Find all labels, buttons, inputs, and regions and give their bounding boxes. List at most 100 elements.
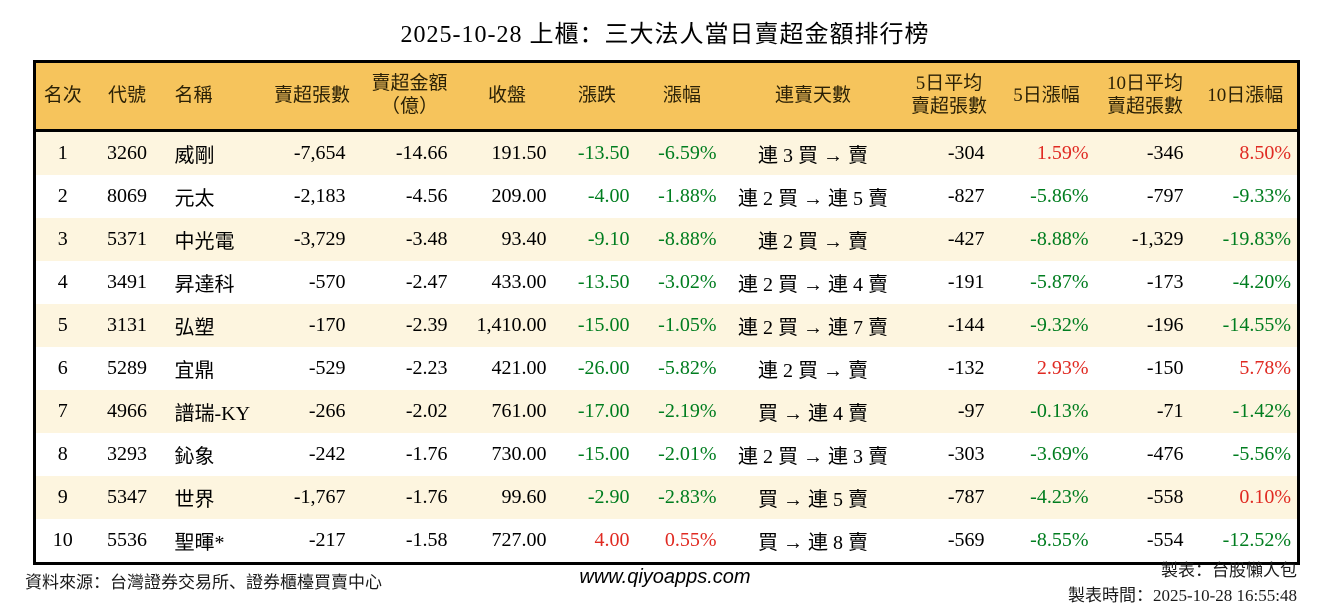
cell-code: 3293 (107, 443, 147, 465)
cell-avg5: -132 (947, 357, 985, 379)
cell-code: 3491 (107, 271, 147, 293)
cell-sell-amt: -2.02 (405, 400, 448, 422)
cell-change: -13.50 (577, 142, 630, 164)
cell-pct10: -4.20% (1232, 271, 1291, 293)
cell-rank: 6 (57, 357, 68, 379)
cell-avg5: -303 (947, 443, 985, 465)
cell-rank: 1 (57, 142, 68, 164)
page-title: 2025-10-28 上櫃：三大法人當日賣超金額排行榜 (400, 22, 930, 48)
cell-rank: 7 (57, 400, 68, 422)
cell-pct10: -9.33% (1232, 185, 1291, 207)
cell-change: 4.00 (594, 529, 630, 551)
table-row: 7 4966 譜瑞-KY -266 -2.02 761.00 -17.00 -2.19% 買 →… (34, 390, 1299, 433)
cell-close: 99.60 (501, 486, 547, 508)
cell-sell-amt: -2.39 (405, 314, 448, 336)
cell-name: 譜瑞-KY (174, 403, 251, 425)
cell-sell-amt: -1.76 (405, 443, 448, 465)
cell-change: -2.90 (587, 486, 630, 508)
header-row: 名次 代號 名稱 賣超張數 賣超金額 （億） 收盤 漲跌 漲幅 連賣天數 5日平均 賣超張數 5日漲… (34, 61, 1299, 132)
cell-avg5: -144 (947, 314, 985, 336)
cell-pct5: -3.69% (1030, 443, 1089, 465)
table-body: 1 3260 威剛 -7,654 -14.66 191.50 -13.50 -6.59% 連 3… (34, 130, 1299, 564)
cell-sell-vol: -3,729 (293, 228, 346, 250)
cell-streak: 連 2 買 → 連 3 賣 (738, 446, 888, 468)
column-header: 賣超張數 (264, 61, 360, 132)
cell-name: 弘塑 (174, 317, 215, 339)
cell-change-pct: 0.55% (664, 529, 717, 551)
table-row: 10 5536 聖暉* -217 -1.58 727.00 4.00 0.55% 買 → 連 8… (34, 519, 1299, 564)
cell-avg10: -71 (1156, 400, 1184, 422)
cell-rank: 3 (57, 228, 68, 250)
cell-pct10: -1.42% (1232, 400, 1291, 422)
cell-name: 鈊象 (174, 446, 215, 468)
website-link[interactable]: www.qiyoapps.com (579, 566, 751, 588)
cell-sell-amt: -2.47 (405, 271, 448, 293)
cell-change: -15.00 (577, 314, 630, 336)
cell-pct5: -5.86% (1030, 185, 1089, 207)
cell-close: 727.00 (491, 529, 547, 551)
cell-streak: 連 2 買 → 賣 (758, 360, 868, 382)
column-header: 名次 (34, 61, 90, 132)
cell-close: 421.00 (491, 357, 547, 379)
cell-name: 元太 (174, 188, 215, 210)
cell-code: 5347 (107, 486, 147, 508)
table-row: 4 3491 昇達科 -570 -2.47 433.00 -13.50 -3.02% 連 2 買… (34, 261, 1299, 304)
data-source-note: 資料來源：台灣證券交易所、證券櫃檯買賣中心 (25, 573, 382, 592)
cell-avg5: -827 (947, 185, 985, 207)
cell-sell-amt: -2.23 (405, 357, 448, 379)
cell-rank: 2 (57, 185, 68, 207)
cell-rank: 9 (57, 486, 68, 508)
cell-avg5: -97 (957, 400, 985, 422)
cell-avg10: -173 (1146, 271, 1184, 293)
cell-change-pct: -3.02% (658, 271, 717, 293)
column-header: 漲跌 (554, 61, 640, 132)
table-row: 8 3293 鈊象 -242 -1.76 730.00 -15.00 -2.01% 連 2 買 … (34, 433, 1299, 476)
cell-avg5: -569 (947, 529, 985, 551)
cell-avg5: -191 (947, 271, 985, 293)
cell-pct10: 0.10% (1239, 486, 1291, 508)
cell-streak: 連 2 買 → 賣 (758, 231, 868, 253)
cell-code: 5289 (107, 357, 147, 379)
cell-pct5: -5.87% (1030, 271, 1089, 293)
cell-change-pct: -8.88% (658, 228, 717, 250)
cell-avg5: -427 (947, 228, 985, 250)
table-row: 1 3260 威剛 -7,654 -14.66 191.50 -13.50 -6.59% 連 3… (34, 130, 1299, 175)
cell-close: 209.00 (491, 185, 547, 207)
cell-change: -9.10 (587, 228, 630, 250)
cell-streak: 買 → 連 8 賣 (758, 532, 868, 554)
cell-sell-vol: -242 (308, 443, 346, 465)
cell-name: 聖暉* (174, 532, 225, 554)
cell-change: -17.00 (577, 400, 630, 422)
cell-pct10: -5.56% (1232, 443, 1291, 465)
cell-change-pct: -2.83% (658, 486, 717, 508)
cell-avg10: -196 (1146, 314, 1184, 336)
maker-label: 製表：台股懶人包 (1161, 561, 1297, 580)
cell-avg10: -558 (1146, 486, 1184, 508)
column-header: 收盤 (459, 61, 555, 132)
cell-name: 世界 (174, 489, 215, 511)
cell-change-pct: -6.59% (658, 142, 717, 164)
cell-change-pct: -1.88% (658, 185, 717, 207)
cell-avg5: -304 (947, 142, 985, 164)
column-header: 5日漲幅 (996, 61, 1097, 132)
cell-avg10: -554 (1146, 529, 1184, 551)
cell-pct5: -8.55% (1030, 529, 1089, 551)
cell-sell-vol: -529 (308, 357, 346, 379)
cell-pct5: -0.13% (1030, 400, 1089, 422)
cell-change-pct: -2.19% (658, 400, 717, 422)
cell-change: -4.00 (587, 185, 630, 207)
cell-pct5: 1.59% (1036, 142, 1089, 164)
cell-name: 中光電 (174, 231, 235, 253)
net-sell-ranking-table: 名次 代號 名稱 賣超張數 賣超金額 （億） 收盤 漲跌 漲幅 連賣天數 5日平均 賣超張數 5日漲… (33, 60, 1300, 565)
cell-change-pct: -2.01% (658, 443, 717, 465)
cell-pct10: -14.55% (1222, 314, 1291, 336)
cell-sell-vol: -7,654 (293, 142, 346, 164)
cell-sell-vol: -266 (308, 400, 346, 422)
cell-change: -26.00 (577, 357, 630, 379)
cell-close: 93.40 (501, 228, 547, 250)
cell-streak: 連 2 買 → 連 7 賣 (738, 317, 888, 339)
table-row: 6 5289 宜鼎 -529 -2.23 421.00 -26.00 -5.82% 連 2 買 … (34, 347, 1299, 390)
cell-code: 5536 (107, 529, 147, 551)
cell-avg10: -150 (1146, 357, 1184, 379)
cell-close: 761.00 (491, 400, 547, 422)
